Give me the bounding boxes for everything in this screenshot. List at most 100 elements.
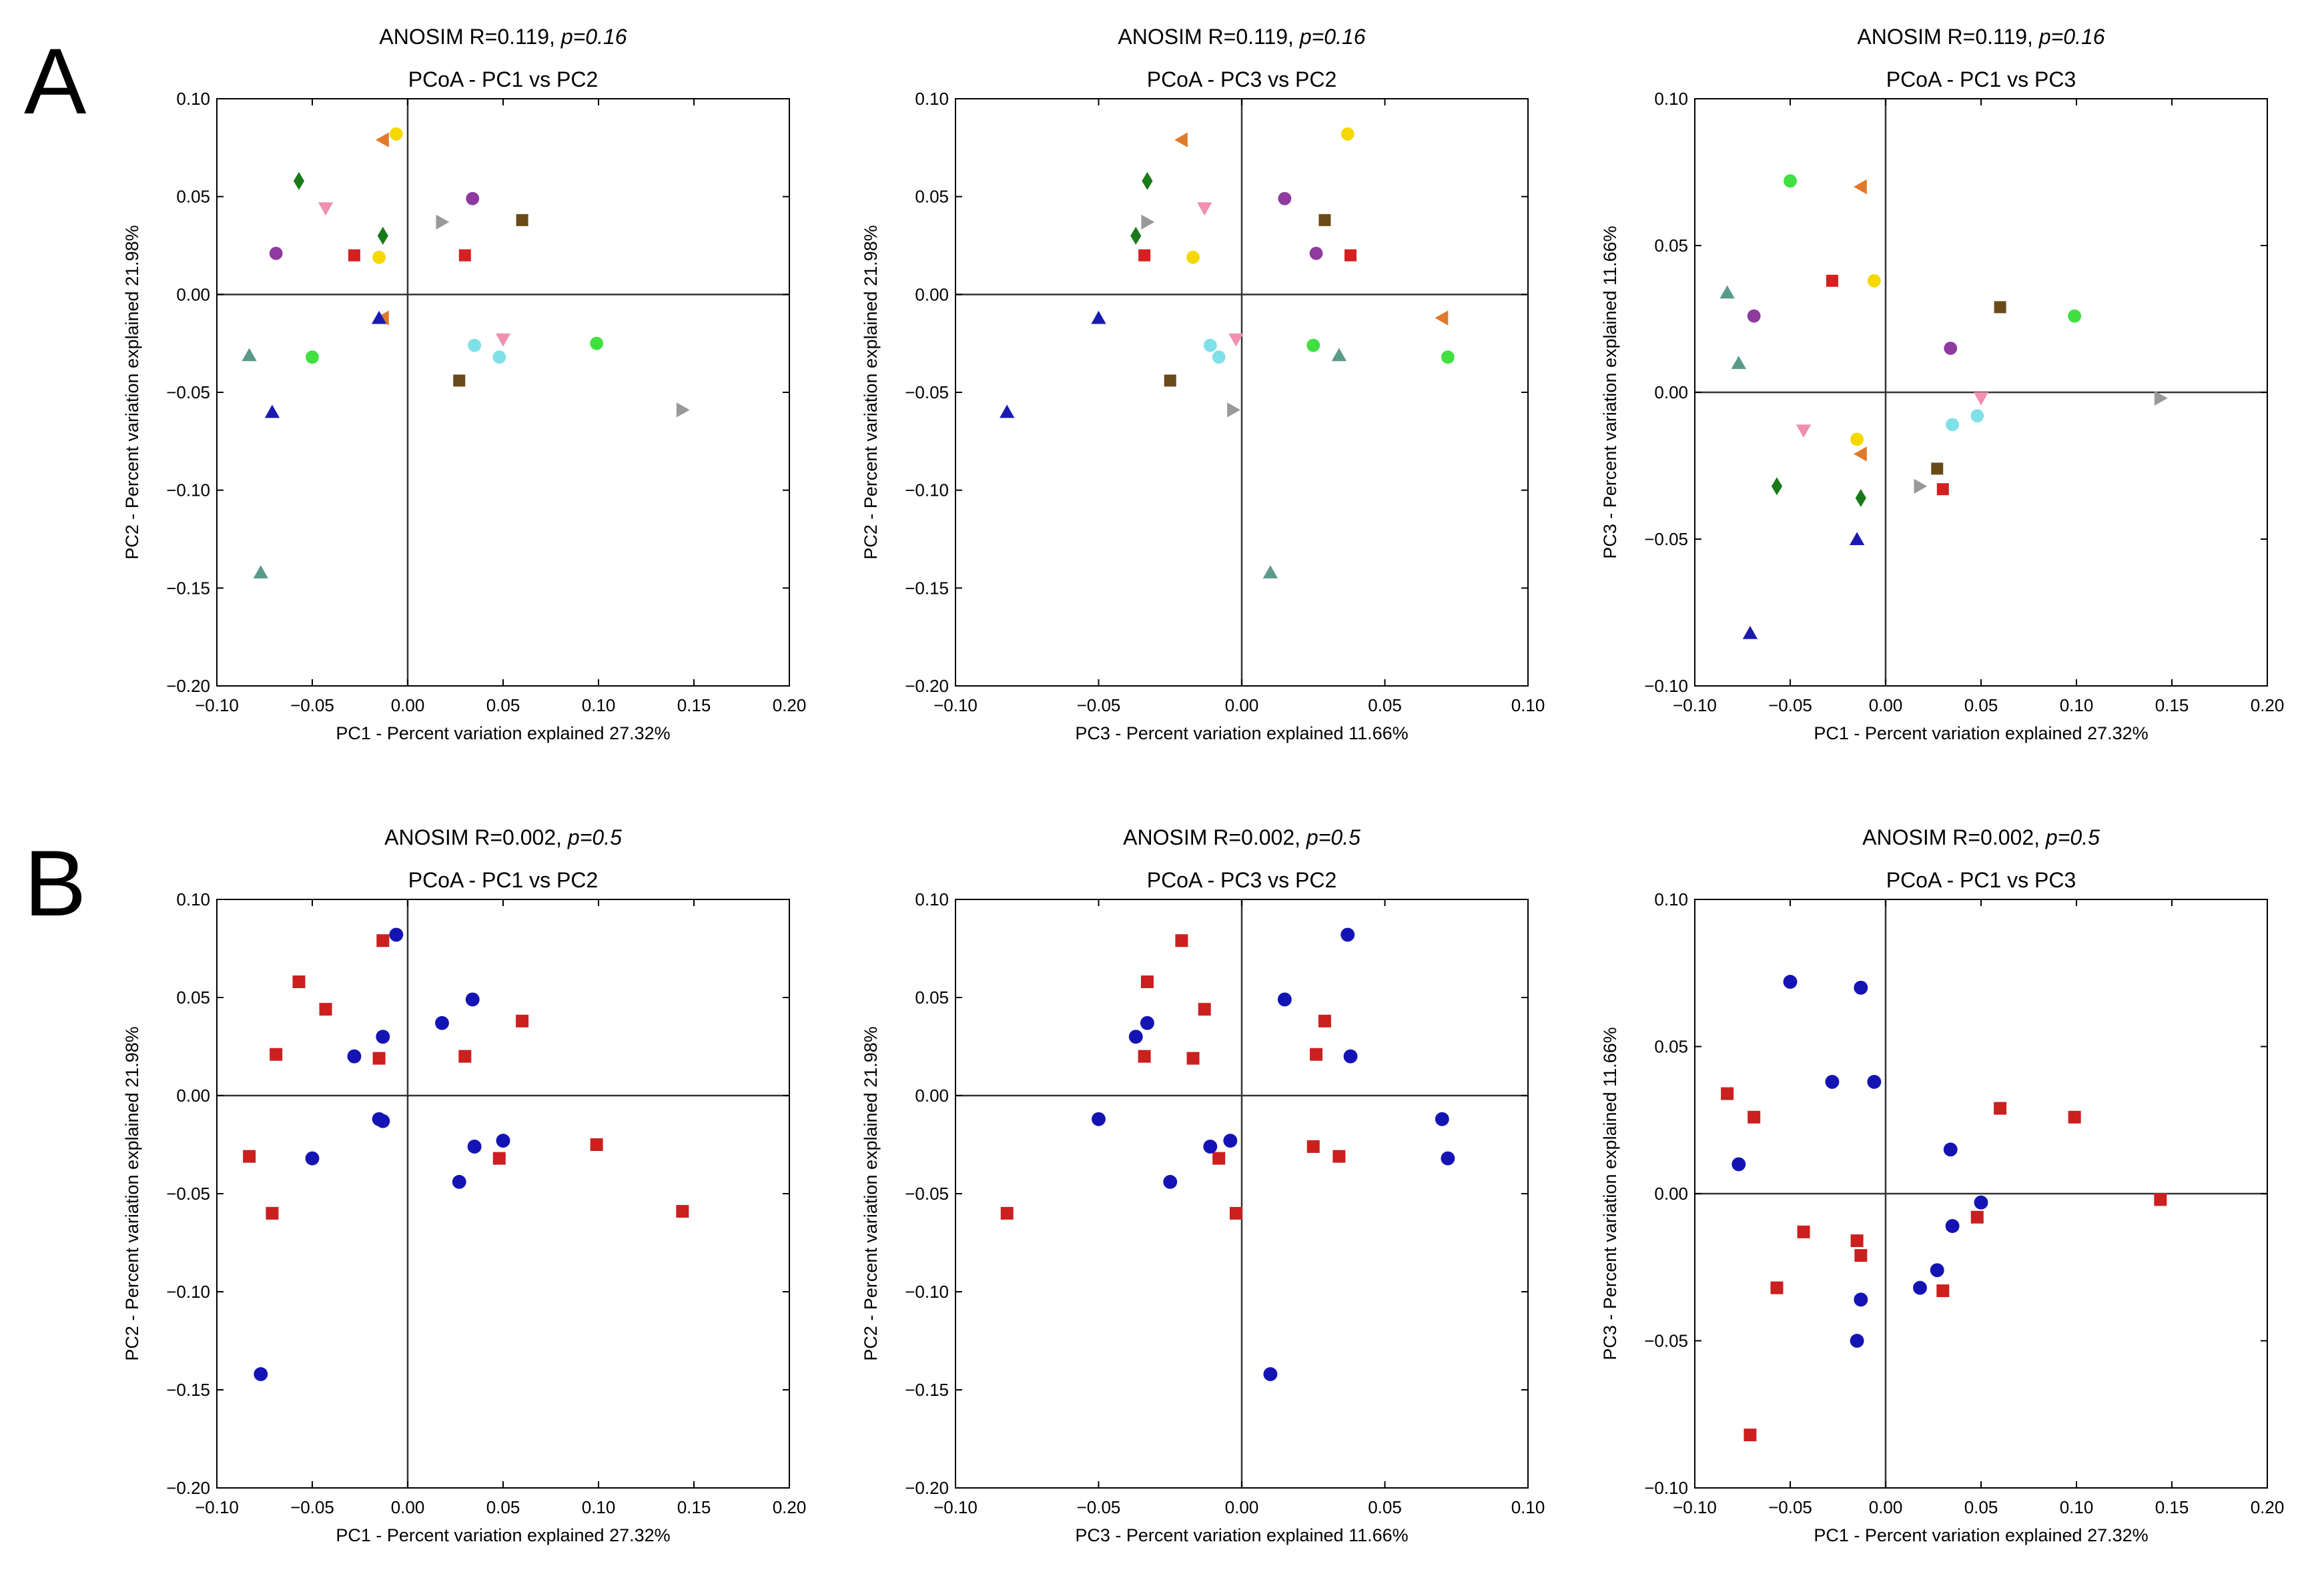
- data-point-0: [293, 171, 305, 190]
- anosim-stat: ANOSIM R=0.002,: [1123, 825, 1306, 849]
- data-point-19: [1306, 338, 1320, 352]
- data-point-13: [2154, 390, 2168, 406]
- x-axis-label: PC1 - Percent variation explained 27.32%: [336, 723, 670, 743]
- data-point-1: [1130, 226, 1142, 245]
- data-point-3: [376, 934, 390, 947]
- y-tick-label: 0.10: [176, 889, 210, 909]
- y-tick-label: 0.10: [176, 89, 210, 109]
- y-tick-label: −0.05: [166, 1184, 210, 1204]
- data-point-10: [348, 249, 360, 262]
- data-point-7: [1435, 310, 1449, 326]
- x-tick-label: 0.05: [486, 695, 520, 715]
- anosim-p-value: p=0.5: [567, 825, 622, 849]
- x-tick-label: −0.10: [933, 1497, 978, 1517]
- x-tick-label: 0.20: [773, 695, 807, 715]
- anosim-p-value: p=0.16: [2038, 25, 2105, 49]
- data-point-6: [516, 1014, 529, 1028]
- x-tick-label: 0.05: [1368, 1497, 1402, 1517]
- data-point-20: [1946, 418, 1960, 432]
- x-tick-label: 0.00: [1225, 695, 1259, 715]
- data-point-7: [243, 1150, 256, 1163]
- data-point-10: [1229, 1206, 1242, 1220]
- data-point-11: [1936, 483, 1949, 496]
- y-tick-label: 0.00: [915, 1086, 949, 1106]
- data-point-6: [1310, 1048, 1323, 1061]
- y-tick-label: −0.15: [166, 1380, 210, 1400]
- data-point-11: [1744, 1429, 1757, 1442]
- data-point-7: [1854, 446, 1867, 462]
- chart-1: ANOSIM R=0.119, p=0.16 PCoA - PC1 vs PC2 −…: [122, 25, 806, 743]
- y-tick-label: −0.05: [905, 1184, 949, 1204]
- x-tick-label: 0.05: [486, 1497, 520, 1517]
- data-point-4: [372, 1052, 386, 1065]
- data-point-22: [305, 1151, 320, 1166]
- y-tick-label: −0.20: [905, 1478, 949, 1498]
- data-point-0: [1721, 1087, 1734, 1100]
- chart-title: PCoA - PC3 vs PC2: [1147, 868, 1337, 892]
- y-tick-label: −0.15: [166, 578, 210, 598]
- data-point-13: [376, 1030, 390, 1044]
- x-tick-label: 0.00: [1869, 1497, 1903, 1517]
- data-point-21: [1212, 350, 1226, 364]
- y-tick-label: 0.05: [176, 187, 210, 207]
- anosim-p-value: p=0.5: [1306, 825, 1361, 849]
- chart-title: PCoA - PC1 vs PC3: [1886, 67, 2076, 91]
- y-tick-label: −0.05: [166, 382, 210, 402]
- data-point-3: [1138, 1050, 1151, 1063]
- data-point-17: [1731, 356, 1746, 369]
- data-point-15: [1867, 1074, 1882, 1089]
- x-tick-label: 0.15: [2155, 695, 2189, 715]
- data-point-9: [1850, 432, 1864, 446]
- data-point-2: [270, 1048, 283, 1061]
- data-point-5: [466, 191, 480, 206]
- data-point-4: [1186, 1052, 1200, 1065]
- y-tick-label: −0.10: [166, 480, 210, 500]
- data-point-13: [1854, 980, 1868, 995]
- y-tick-label: 0.10: [1654, 89, 1688, 109]
- y-tick-label: 0.00: [176, 284, 210, 304]
- data-point-14: [516, 214, 528, 226]
- data-point-20: [1930, 1263, 1944, 1278]
- data-point-8: [389, 127, 403, 141]
- y-tick-label: 0.10: [915, 89, 949, 109]
- data-point-0: [1771, 477, 1783, 496]
- data-point-11: [1344, 249, 1357, 262]
- data-point-4: [1278, 191, 1292, 206]
- data-point-23: [371, 310, 387, 324]
- y-tick-label: 0.05: [915, 187, 949, 207]
- data-point-20: [1163, 1174, 1178, 1189]
- data-point-1: [1855, 488, 1866, 507]
- anosim-stat: ANOSIM R=0.002,: [384, 825, 568, 849]
- data-point-1: [319, 1003, 332, 1016]
- x-tick-label: 0.10: [1511, 695, 1545, 715]
- data-point-16: [1731, 1157, 1746, 1172]
- y-tick-label: −0.05: [905, 382, 949, 402]
- data-point-22: [1854, 1292, 1868, 1307]
- data-point-18: [376, 1114, 390, 1128]
- data-point-23: [1263, 1367, 1278, 1381]
- y-tick-label: 0.05: [1654, 236, 1688, 256]
- data-point-10: [2154, 1193, 2167, 1206]
- data-point-12: [389, 927, 404, 942]
- x-tick-label: 0.10: [2060, 695, 2094, 715]
- y-tick-label: −0.15: [905, 578, 949, 598]
- y-tick-label: −0.05: [1644, 1331, 1688, 1351]
- data-point-5: [1318, 1014, 1331, 1028]
- data-point-18: [1784, 174, 1797, 188]
- anosim-p-value: p=0.16: [1299, 25, 1366, 49]
- data-point-21: [1913, 1280, 1927, 1295]
- y-tick-label: −0.10: [1644, 676, 1688, 696]
- data-point-14: [1994, 301, 2006, 314]
- chart-title: PCoA - PC1 vs PC2: [408, 868, 599, 892]
- data-point-0: [1140, 975, 1154, 988]
- y-tick-label: 0.00: [915, 284, 949, 304]
- data-point-12: [1914, 478, 1928, 494]
- x-tick-label: 0.00: [1225, 1497, 1259, 1517]
- data-point-13: [676, 402, 690, 418]
- x-axis-label: PC1 - Percent variation explained 27.32%: [1814, 1525, 2148, 1545]
- data-point-19: [1223, 1134, 1238, 1148]
- data-point-10: [1138, 249, 1151, 262]
- data-point-19: [590, 336, 604, 350]
